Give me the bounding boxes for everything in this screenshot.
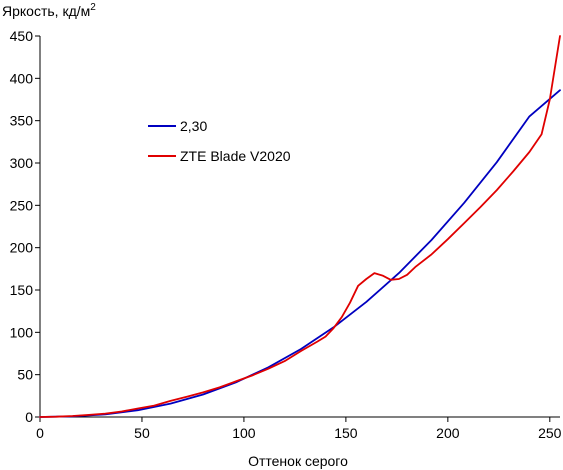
axis-ticks: 0 50 100 150 200 250 0 50 100 150 200 250 300 350 400 4… (10, 28, 562, 441)
series-line-1 (39, 89, 561, 418)
x-tick-label: 50 (134, 425, 150, 441)
series-line-2 (39, 35, 561, 418)
y-tick-label: 250 (10, 197, 34, 213)
y-tick-label: 400 (10, 70, 34, 86)
legend-label-series-2: ZTE Blade V2020 (180, 148, 291, 164)
y-axis-title-superscript: 2 (90, 2, 96, 13)
y-tick-label: 150 (10, 282, 34, 298)
x-tick-label: 100 (232, 425, 256, 441)
x-tick-label: 0 (36, 425, 44, 441)
y-tick-label: 0 (25, 409, 33, 425)
y-tick-label: 50 (17, 367, 33, 383)
x-tick-label: 250 (538, 425, 562, 441)
legend-label-series-1: 2,30 (180, 118, 207, 134)
y-tick-label: 300 (10, 155, 34, 171)
y-tick-label: 350 (10, 113, 34, 129)
y-tick-label: 450 (10, 28, 34, 44)
y-axis-title-text: Яркость, кд/м (2, 3, 90, 19)
legend: 2,30 ZTE Blade V2020 (148, 118, 291, 164)
x-tick-label: 150 (334, 425, 358, 441)
series-layer (39, 35, 561, 418)
y-tick-label: 100 (10, 324, 34, 340)
y-axis-title: Яркость, кд/м2 (2, 2, 96, 19)
x-axis-title: Оттенок серого (248, 453, 348, 469)
y-tick-label: 200 (10, 240, 34, 256)
plot-area (39, 36, 560, 418)
x-tick-label: 200 (436, 425, 460, 441)
